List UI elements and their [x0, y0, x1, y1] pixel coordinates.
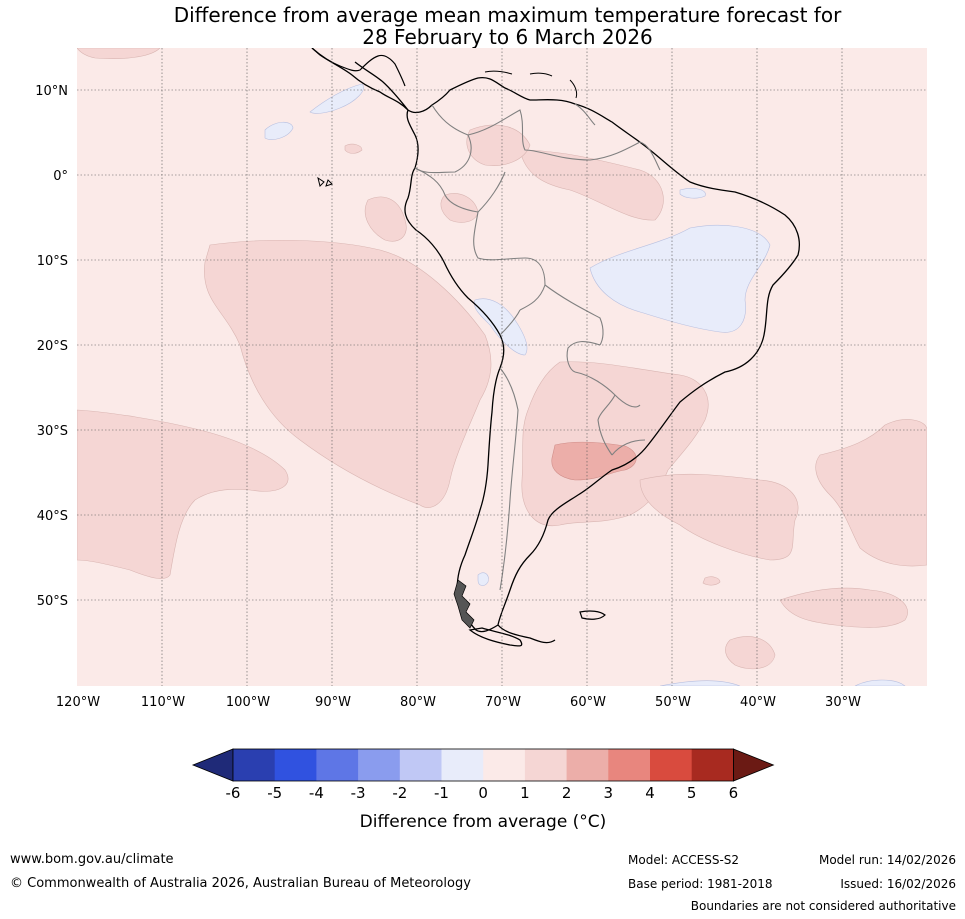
caribbean-islands — [484, 70, 578, 99]
lon-label: 110°W — [141, 695, 185, 710]
east-atlantic-region — [815, 419, 927, 567]
colorbar-tick-label: 5 — [687, 784, 697, 802]
lon-label: 90°W — [315, 695, 351, 710]
lat-label: 10°S — [37, 254, 68, 269]
colorbar-ticks: -6 -5 -4 -3 -2 -1 0 1 2 3 4 5 6 — [226, 784, 739, 802]
longitude-labels: 120°W 110°W 100°W 90°W 80°W 70°W 60°W 50… — [56, 695, 861, 710]
title-line-2: 28 February to 6 March 2026 — [362, 25, 653, 49]
title-line-1: Difference from average mean maximum tem… — [173, 3, 842, 27]
footer-url[interactable]: www.bom.gov.au/climate — [10, 852, 174, 867]
colombia-region — [466, 124, 531, 166]
tierra-del-fuego — [468, 627, 523, 647]
colorbar-tick-label: 4 — [645, 784, 655, 802]
lon-label: 80°W — [400, 695, 436, 710]
colorbar-extend-low — [191, 748, 234, 782]
footer-model-run: Model run: 14/02/2026 — [818, 853, 956, 867]
bolivia-cool-region — [474, 298, 528, 356]
lon-label: 40°W — [740, 695, 776, 710]
pacific-cool-patch — [264, 121, 294, 140]
colorbar-outline — [232, 748, 734, 782]
colorbar-swatch — [233, 749, 276, 781]
footer-copyright: © Commonwealth of Australia 2026, Austra… — [10, 876, 471, 891]
footer-base-period: Base period: 1981-2018 — [628, 877, 773, 891]
colorbar-swatch — [524, 749, 568, 781]
map-panel — [77, 48, 927, 686]
north-brazil-region — [519, 149, 664, 221]
map-title: Difference from average mean maximum tem… — [0, 4, 965, 48]
ecuador-region — [440, 193, 479, 223]
colorbar-tick-label: -4 — [309, 784, 324, 802]
pacific-warm-region — [204, 239, 492, 508]
atlantic-warm-region — [639, 473, 799, 561]
atlantic-small-patch — [702, 576, 721, 586]
lon-label: 100°W — [226, 695, 270, 710]
colorbar-tick-label: -1 — [434, 784, 449, 802]
colorbar-tick-label: 0 — [478, 784, 488, 802]
lat-label: 10°N — [35, 84, 68, 99]
bottom-right-cool-patch — [854, 679, 906, 686]
colorbar-tick-label: 1 — [520, 784, 530, 802]
colorbar-tick-label: -2 — [392, 784, 407, 802]
lat-label: 0° — [53, 169, 68, 184]
lat-label: 20°S — [37, 339, 68, 354]
colorbar-tick-label: -6 — [226, 784, 241, 802]
lon-label: 30°W — [825, 695, 861, 710]
colorbar-swatch — [441, 749, 484, 781]
bottom-cool-patch — [659, 680, 741, 686]
anomaly-region-1-2 — [77, 48, 927, 670]
peru-coast-region — [364, 196, 407, 242]
patagonia-islands — [453, 579, 475, 629]
colorbar-tick-label: -3 — [351, 784, 366, 802]
graticule — [77, 48, 927, 686]
lon-label: 50°W — [655, 695, 691, 710]
national-borders — [414, 103, 661, 591]
north-pacific-region — [77, 48, 161, 59]
colorbar-tick-label: 2 — [562, 784, 572, 802]
colorbar-swatch — [608, 749, 651, 781]
lat-label: 50°S — [37, 594, 68, 609]
galapagos-islands — [317, 176, 333, 187]
colorbar-label: Difference from average (°C) — [360, 812, 607, 832]
anomaly-region-neg1-0 — [264, 83, 906, 686]
patagonia-cool-patch — [477, 572, 489, 586]
colorbar-swatch — [483, 749, 526, 781]
colorbar-swatch — [691, 749, 734, 781]
lat-label: 30°S — [37, 424, 68, 439]
caribbean-cool-patch — [309, 83, 364, 114]
amazon-cool-patch — [679, 188, 706, 199]
colorbar-swatches — [191, 748, 775, 782]
footer-disclaimer: Boundaries are not considered authoritat… — [690, 899, 956, 913]
lon-label: 120°W — [56, 695, 100, 710]
south-atlantic-band — [779, 587, 908, 628]
latitude-labels: 10°N 0° 10°S 20°S 30°S 40°S 50°S — [35, 84, 68, 609]
footer-issued: Issued: 16/02/2026 — [840, 877, 956, 891]
colorbar-swatch — [358, 749, 401, 781]
colorbar-swatch — [650, 749, 693, 781]
colorbar-extend-high — [733, 748, 775, 782]
south-atlantic-patch — [725, 636, 776, 670]
equator-patch — [344, 143, 363, 154]
lon-label: 70°W — [485, 695, 521, 710]
colorbar-tick-label: -5 — [267, 784, 282, 802]
colorbar-tick-label: 6 — [729, 784, 739, 802]
brazil-cool-region — [589, 224, 771, 333]
colorbar: -6 -5 -4 -3 -2 -1 0 1 2 3 4 5 6 Difference from aver… — [191, 748, 775, 832]
central-america — [311, 48, 406, 87]
colorbar-swatch — [399, 749, 442, 781]
lon-label: 60°W — [570, 695, 606, 710]
colorbar-swatch — [316, 749, 359, 781]
lat-label: 40°S — [37, 509, 68, 524]
colorbar-swatch — [274, 749, 317, 781]
falkland-islands — [579, 610, 606, 620]
footer-model: Model: ACCESS-S2 — [628, 853, 740, 867]
colorbar-swatch — [566, 749, 609, 781]
colorbar-tick-label: 3 — [604, 784, 614, 802]
